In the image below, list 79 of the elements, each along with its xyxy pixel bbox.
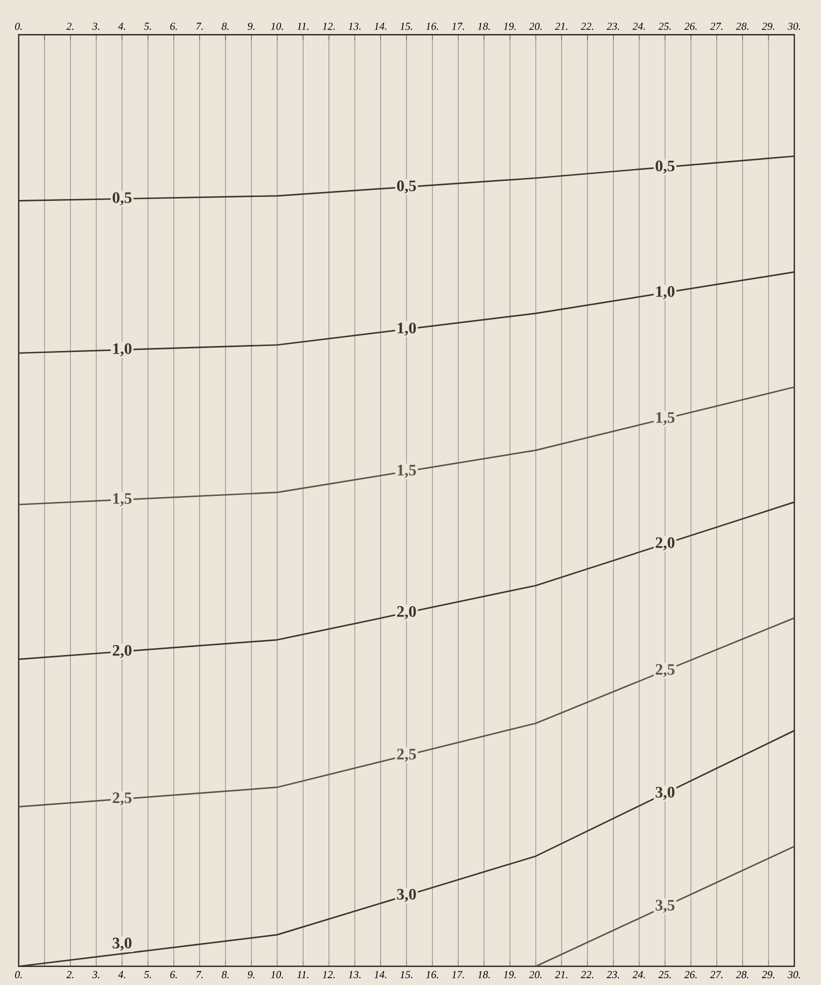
x2-tick-label: 14. <box>374 971 386 978</box>
x-tick-label: 18. <box>478 22 490 30</box>
x-tick-label: 26. <box>684 22 697 30</box>
x2-tick-label: 24. <box>632 971 645 978</box>
text: 3,0 <box>112 938 132 951</box>
x-tick-label: 10. <box>270 22 283 30</box>
x-tick-label: 30. <box>788 22 800 30</box>
x2-tick-label: 3. <box>92 971 100 978</box>
series-label: 1,0 <box>113 343 132 356</box>
x-tick-label: 4. <box>118 22 126 30</box>
x2-tick-label: 4. <box>118 971 126 978</box>
x2-tick-label: 25. <box>658 971 671 978</box>
x-tick-label: 28. <box>736 22 748 30</box>
x2-tick-label: 8. <box>222 971 229 978</box>
series-label: 2,5 <box>397 748 416 762</box>
x-tick-label: 14. <box>374 22 386 30</box>
x-tick-label: 13. <box>348 22 360 30</box>
x-tick-label: 8. <box>222 22 229 30</box>
x2-tick-label: 2. <box>66 971 74 978</box>
text: 0,5 <box>112 192 132 206</box>
x2-tick-label: 11. <box>297 971 308 978</box>
x2-tick-label: 27. <box>710 971 722 978</box>
x-tick-label: 9. <box>248 22 254 30</box>
x2-tick-label: 19. <box>504 971 516 978</box>
text: 2,5 <box>112 792 132 806</box>
x-tick-label: 6. <box>170 22 177 30</box>
text: 2,0 <box>112 644 132 658</box>
x2-tick-label: 13. <box>348 971 360 978</box>
x2-tick-label: 28. <box>736 971 748 978</box>
text: 1,0 <box>656 286 674 300</box>
x-tick-label: 22. <box>580 22 594 30</box>
x-tick-label: 29. <box>762 22 774 30</box>
x-tick-label: 25. <box>658 22 671 30</box>
series-label: 2,0 <box>656 537 674 550</box>
x-tick-label: 19. <box>504 22 516 30</box>
x2-tick-label: 5. <box>144 971 151 978</box>
text: 0,5 <box>397 180 416 194</box>
x-tick-label: 7. <box>196 22 203 30</box>
text: 1,5 <box>398 464 416 478</box>
series-label: 3,5 <box>656 900 674 913</box>
series-label: 0,5 <box>656 160 674 174</box>
x2-tick-label: 15. <box>400 971 412 978</box>
x2-tick-label: 23. <box>606 971 620 978</box>
x2-tick-label: 22. <box>580 971 594 978</box>
x2-tick-label: 26. <box>684 971 697 978</box>
x2-tick-label: 12. <box>322 971 335 978</box>
x-tick-label: 21. <box>554 22 568 30</box>
x2-tick-label: 7. <box>196 971 203 978</box>
x2-tick-label: 20. <box>529 971 542 978</box>
x-tick-label: 16. <box>426 22 438 30</box>
x2-tick-label: 30. <box>788 971 800 978</box>
text: 2,0 <box>397 606 416 620</box>
x2-tick-label: 0. <box>15 971 22 978</box>
x2-tick-label: 17. <box>452 971 464 978</box>
series-label: 3,0 <box>656 786 674 800</box>
x2-tick-label: 18. <box>478 971 490 978</box>
x-tick-label: 3. <box>92 22 100 30</box>
x-tick-label: 15. <box>400 22 412 30</box>
x-tick-label: 2. <box>66 22 74 30</box>
x-tick-label: 20. <box>529 22 542 30</box>
x-tick-label: 12. <box>322 22 335 30</box>
x-tick-label: 23. <box>606 22 620 30</box>
series-label: 1,5 <box>113 493 132 506</box>
text: 3,0 <box>397 888 416 902</box>
text: 2,5 <box>656 664 674 678</box>
x-tick-label: 5. <box>144 22 151 30</box>
text: 1,0 <box>398 322 416 336</box>
x-tick-label: 0. <box>15 22 22 30</box>
x2-tick-label: 29. <box>762 971 774 978</box>
x2-tick-label: 9. <box>248 971 254 978</box>
x2-tick-label: 21. <box>554 971 568 978</box>
x2-tick-label: 6. <box>170 971 177 978</box>
x-tick-label: 27. <box>710 22 722 30</box>
x2-tick-label: 16. <box>426 971 438 978</box>
x-tick-label: 11. <box>297 22 308 30</box>
x2-tick-label: 10. <box>270 971 283 978</box>
text: 1,5 <box>656 412 674 426</box>
x-tick-label: 24. <box>632 22 645 30</box>
x-tick-label: 17. <box>452 22 464 30</box>
